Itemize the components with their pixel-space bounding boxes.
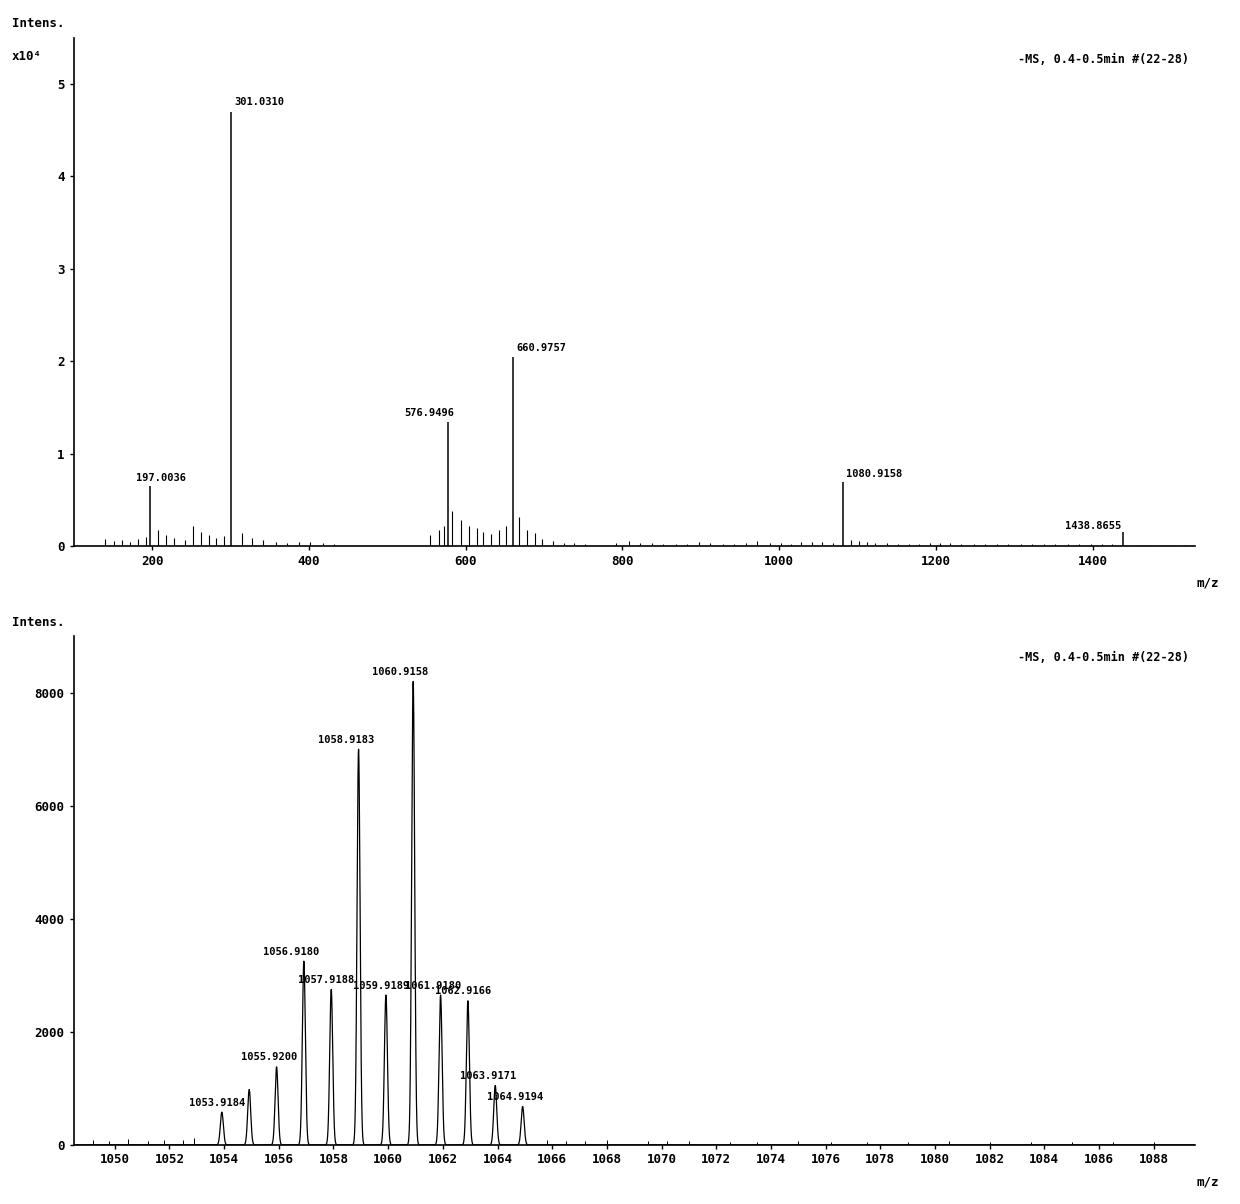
Text: 301.0310: 301.0310 — [234, 98, 284, 107]
Text: Intens.: Intens. — [12, 616, 64, 628]
Text: 660.9757: 660.9757 — [517, 343, 567, 353]
Text: 1056.9180: 1056.9180 — [263, 946, 319, 957]
Text: 1064.9194: 1064.9194 — [487, 1092, 543, 1102]
Text: 1061.9180: 1061.9180 — [405, 980, 461, 991]
Text: Intens.: Intens. — [12, 17, 64, 30]
Text: 1055.9200: 1055.9200 — [241, 1052, 298, 1062]
Text: 1060.9158: 1060.9158 — [372, 667, 428, 677]
Text: 197.0036: 197.0036 — [135, 472, 186, 483]
Text: 1063.9171: 1063.9171 — [460, 1072, 516, 1081]
Text: 1080.9158: 1080.9158 — [846, 468, 901, 479]
Text: 1053.9184: 1053.9184 — [188, 1098, 246, 1108]
Text: 1057.9188: 1057.9188 — [299, 975, 355, 985]
Text: 1058.9183: 1058.9183 — [317, 734, 373, 745]
Text: m/z: m/z — [1197, 577, 1219, 590]
Text: 1062.9166: 1062.9166 — [435, 986, 491, 996]
Text: -MS, 0.4-0.5min #(22-28): -MS, 0.4-0.5min #(22-28) — [1018, 53, 1189, 66]
Text: m/z: m/z — [1197, 1175, 1219, 1188]
Text: x10⁴: x10⁴ — [12, 51, 42, 64]
Text: 576.9496: 576.9496 — [404, 408, 455, 418]
Text: -MS, 0.4-0.5min #(22-28): -MS, 0.4-0.5min #(22-28) — [1018, 651, 1189, 665]
Text: 1059.9189: 1059.9189 — [353, 980, 409, 991]
Text: 1438.8655: 1438.8655 — [1064, 520, 1121, 531]
